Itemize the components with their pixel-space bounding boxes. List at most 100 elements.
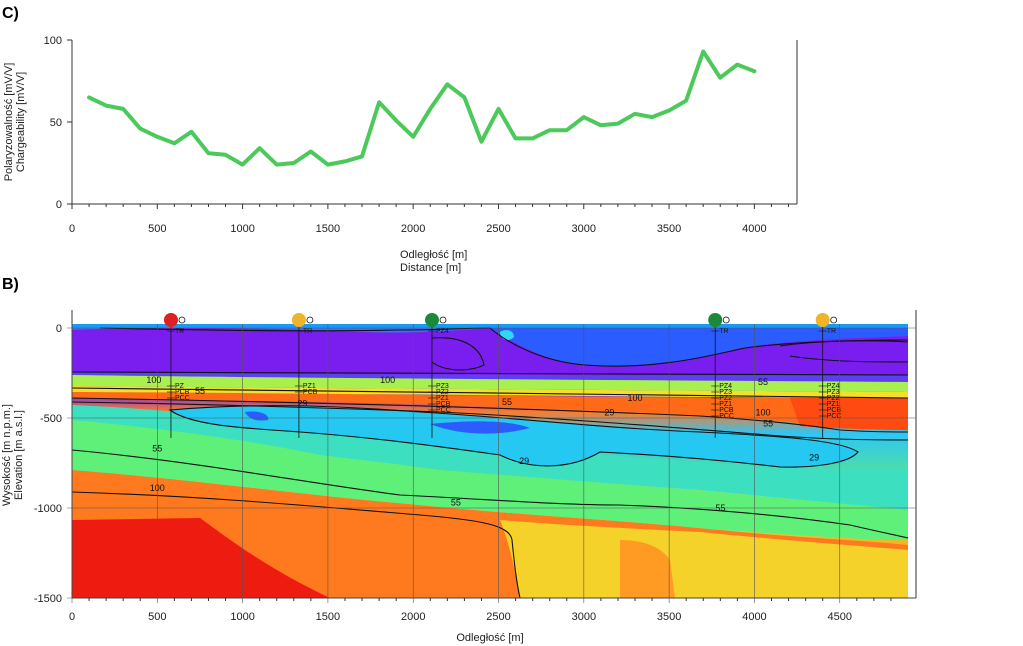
well-label: TR xyxy=(719,328,728,335)
well-label: PZ1 xyxy=(827,401,840,408)
well-dot xyxy=(815,313,830,327)
well-label: PZ3 xyxy=(436,383,449,390)
panel-c-xlabel-pl: Odległość [m] xyxy=(400,249,467,261)
panel-b-axes: -1500 -1000 -500 0 0 500 1000 1500 2000 2500 3000 3… xyxy=(34,310,917,623)
well-label: PZ3 xyxy=(827,389,840,396)
panel-b-xlabel: Odległość [m] xyxy=(456,632,523,644)
y-tick-label: 0 xyxy=(56,323,62,335)
well-label: PZ1 xyxy=(436,395,449,402)
x-tick-label: 2000 xyxy=(401,611,425,623)
chargeability-line xyxy=(87,49,757,167)
well-label: PZ2 xyxy=(719,395,732,402)
panel-b-letter: B) xyxy=(2,276,19,293)
x-tick-label: 1500 xyxy=(316,611,340,623)
contour-label: 100 xyxy=(755,408,770,418)
well-symbol-icon xyxy=(439,316,447,324)
panel-c-ylabel-en: Chargeability [mV/V] xyxy=(15,72,27,172)
well-label: PCB xyxy=(719,407,734,414)
y-tick-label: -500 xyxy=(40,413,62,425)
purple-layer xyxy=(72,327,908,376)
x-tick-label: 500 xyxy=(148,611,166,623)
x-tick-label: 4500 xyxy=(828,611,852,623)
panel-b-resistivity-section: TRPZPCBPCCTRPZ1PCBPZ4PZ3PZ2PZ1PCBPCCTRPZ… xyxy=(72,324,908,598)
x-tick-label: 1000 xyxy=(230,223,254,235)
contour-label: 100 xyxy=(146,375,161,385)
well-markers xyxy=(163,313,838,327)
contour-label: 29 xyxy=(519,456,529,466)
well-label: PZ2 xyxy=(436,389,449,396)
well-label: PCC xyxy=(436,407,451,414)
x-tick-label: 3500 xyxy=(657,611,681,623)
contour-label: 55 xyxy=(195,386,205,396)
cyan-lens xyxy=(170,405,858,468)
x-tick-label: 3000 xyxy=(572,611,596,623)
panel-c-letter: C) xyxy=(2,5,19,22)
middle-green-band xyxy=(72,420,908,540)
contour-label: 55 xyxy=(758,377,768,387)
x-tick-label: 2500 xyxy=(486,611,510,623)
well-label: PCB xyxy=(303,389,318,396)
well-label: TR xyxy=(827,328,836,335)
orange-layer xyxy=(72,388,908,430)
well-symbol-icon xyxy=(830,316,838,324)
contour-label: 100 xyxy=(380,375,395,385)
well-label: PCB xyxy=(436,401,451,408)
deep-yellow-zone xyxy=(500,520,908,598)
y-tick-label: 50 xyxy=(50,117,62,129)
well-label: PCB xyxy=(827,407,842,414)
panel-c-ylabel-pl: Polaryzowalność [mV/V] xyxy=(3,63,15,182)
well-dot xyxy=(708,313,723,327)
well-label: TR xyxy=(175,328,184,335)
panel-b-ylabel-pl: Wysokość [m n.p.m.] xyxy=(1,404,13,506)
panel-c-xlabel-en: Distance [m] xyxy=(400,262,461,274)
y-tick-label: -1500 xyxy=(34,593,62,605)
contour-label: 55 xyxy=(763,418,773,428)
y-tick-label: 0 xyxy=(56,199,62,211)
purple-patch-right xyxy=(780,340,908,362)
contour-label: 29 xyxy=(604,408,614,418)
surface-strip xyxy=(72,324,908,328)
deep-orange-plume xyxy=(620,540,675,598)
x-tick-label: 3500 xyxy=(657,223,681,235)
contour-line-upper-purple xyxy=(99,327,491,332)
contour-label: 29 xyxy=(809,453,819,463)
x-tick-label: 2000 xyxy=(401,223,425,235)
contour-label: 29 xyxy=(297,399,307,409)
x-tick-label: 4000 xyxy=(742,223,766,235)
well-dot xyxy=(163,313,178,327)
well-label: PCC xyxy=(175,395,190,402)
x-tick-label: 1000 xyxy=(230,611,254,623)
well-label: TR xyxy=(303,328,312,335)
well-label: PZ4 xyxy=(719,383,732,390)
well-symbol-icon xyxy=(306,316,314,324)
x-tick-label: 0 xyxy=(69,223,75,235)
wells-layer: TRPZPCBPCCTRPZ1PCBPZ4PZ3PZ2PZ1PCBPCCTRPZ… xyxy=(166,324,842,438)
well-label: PZ xyxy=(175,383,185,390)
well-dot xyxy=(291,313,306,327)
panel-b-ylabel-en: Elevation [m a.s.l.] xyxy=(13,410,25,500)
y-tick-label: 100 xyxy=(44,35,62,47)
deep-red-zone xyxy=(72,518,330,598)
contour-label: 55 xyxy=(502,397,512,407)
well-label: PZ3 xyxy=(719,389,732,396)
red-orange-patch xyxy=(790,398,908,430)
x-tick-label: 2500 xyxy=(486,223,510,235)
contour-line-29-lens xyxy=(168,405,859,468)
contour-line-100-deep xyxy=(72,491,521,598)
contour-label: 100 xyxy=(628,393,643,403)
transition-strip xyxy=(72,375,908,392)
blue-upper-zone xyxy=(490,325,908,366)
y-tick-label: -1000 xyxy=(34,503,62,515)
well-label: PZ1 xyxy=(303,383,316,390)
well-label: PZ1 xyxy=(719,401,732,408)
well-label: PCC xyxy=(827,413,842,420)
blue-lens-core-1 xyxy=(430,421,530,434)
well-symbol-icon xyxy=(178,316,186,324)
well-label: PZ2 xyxy=(827,395,840,402)
contour-label: 55 xyxy=(451,498,461,508)
well-label: PCB xyxy=(175,389,190,396)
x-tick-label: 3000 xyxy=(572,223,596,235)
contour-line-100-lower xyxy=(72,397,908,433)
